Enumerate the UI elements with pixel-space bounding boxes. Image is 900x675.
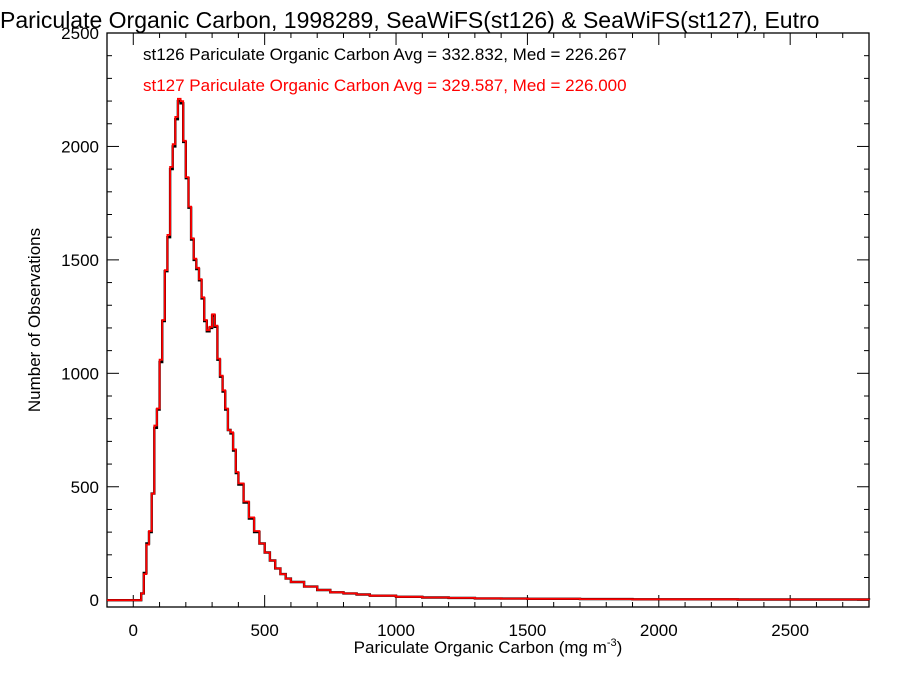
y-tick-label: 2500	[61, 24, 99, 43]
x-axis: 0 500 1000 1500 2000 2500	[106, 33, 870, 640]
y-axis-label: Number of Observations	[25, 228, 44, 412]
x-axis-label-sup: -3	[607, 637, 617, 649]
series-line-st126	[107, 99, 871, 602]
x-tick-label: 0	[129, 621, 138, 640]
plot-frame	[106, 32, 870, 608]
series-layer	[107, 97, 871, 602]
y-tick-label: 1000	[61, 364, 99, 383]
x-tick-label: 1000	[377, 621, 415, 640]
x-axis-label-end: )	[617, 638, 623, 657]
y-tick-label: 0	[90, 591, 99, 610]
x-tick-label: 1500	[508, 621, 546, 640]
x-axis-label: Pariculate Organic Carbon (mg m-3)	[354, 637, 623, 657]
y-tick-label: 500	[71, 478, 99, 497]
x-tick-label: 500	[250, 621, 278, 640]
series-line-st127	[107, 97, 870, 602]
chart-title: Pariculate Organic Carbon, 1998289, SeaW…	[0, 7, 819, 33]
x-tick-label: 2000	[640, 621, 678, 640]
x-tick-label: 2500	[771, 621, 809, 640]
legend-entry-st127: st127 Pariculate Organic Carbon Avg = 32…	[143, 76, 627, 95]
y-tick-label: 2000	[61, 137, 99, 156]
x-axis-label-main: Pariculate Organic Carbon (mg m	[354, 638, 607, 657]
y-tick-label: 1500	[61, 251, 99, 270]
legend-entry-st126: st126 Pariculate Organic Carbon Avg = 33…	[143, 45, 627, 64]
y-axis: 0 500 1000 1500 2000 2500	[61, 24, 869, 610]
